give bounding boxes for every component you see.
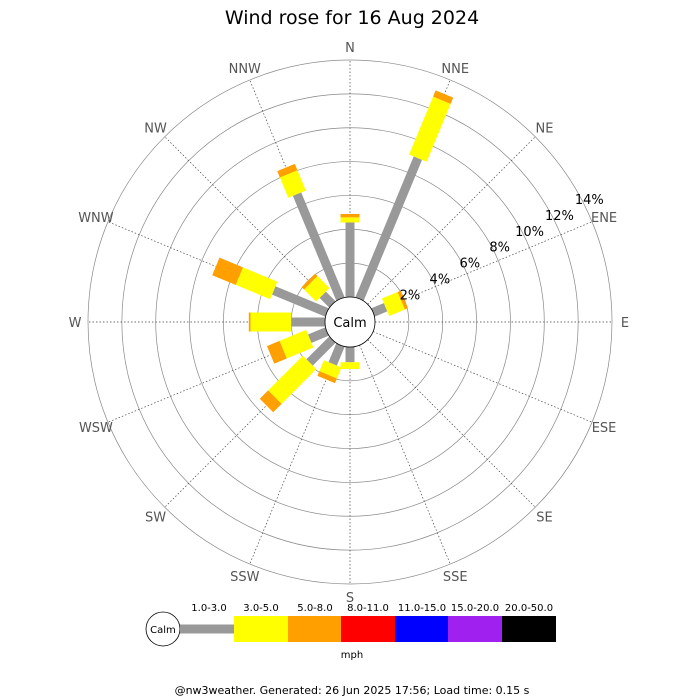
direction-se: SE	[536, 510, 552, 525]
bar-nne-3.0-5.0	[409, 96, 451, 162]
direction-nne: NNE	[441, 62, 469, 77]
wind-bars	[212, 90, 454, 413]
direction-wsw: WSW	[79, 421, 113, 436]
calm-circle: Calm	[324, 296, 376, 348]
direction-n: N	[345, 41, 355, 56]
bar-wsw-5.0-8.0	[266, 340, 287, 364]
grid-circle-8	[189, 161, 511, 483]
direction-ssw: SSW	[230, 570, 260, 585]
bar-sw-1.0-3.0	[306, 336, 336, 366]
legend-swatch-11.0-15.0	[395, 616, 449, 642]
radial-tick-4: 4%	[430, 272, 451, 287]
spoke-se	[367, 339, 536, 508]
bar-wnw-5.0-8.0	[212, 257, 243, 285]
direction-e: E	[621, 316, 629, 331]
legend-label-11.0-15.0: 11.0-15.0	[398, 603, 446, 614]
bar-ssw-1.0-3.0	[328, 343, 345, 366]
radial-tick-12: 12%	[545, 209, 574, 224]
speed-legend: Calm 1.0-3.0 3.0-5.0 5.0-8.0 8.0-11.0 11.0-15…	[145, 603, 556, 661]
spoke-nw	[164, 136, 333, 305]
chart-title: Wind rose for 16 Aug 2024	[225, 7, 479, 29]
direction-nw: NW	[144, 122, 167, 137]
spoke-sse	[359, 344, 451, 565]
calm-label: Calm	[333, 316, 366, 331]
direction-ne: NE	[535, 122, 553, 137]
bar-sw-3.0-5.0	[268, 355, 317, 404]
direction-labels: N NNE NE ENE E ESE SE SSE S SSW SW WSW W WNW NW NNW	[69, 41, 630, 606]
bar-wnw-1.0-3.0	[272, 286, 329, 317]
legend-calm-label: Calm	[150, 625, 176, 636]
legend-label-8.0-11.0: 8.0-11.0	[347, 603, 389, 614]
bar-wsw-3.0-5.0	[279, 329, 314, 359]
legend-swatch-20.0-50.0	[502, 616, 556, 642]
legend-swatch-8.0-11.0	[341, 616, 395, 642]
bar-ssw-3.0-5.0	[319, 360, 342, 379]
bar-wsw-1.0-3.0	[307, 327, 329, 343]
legend-label-15.0-20.0: 15.0-20.0	[451, 603, 499, 614]
legend-label-1.0-3.0: 1.0-3.0	[191, 603, 226, 614]
bar-nw-5.0-8.0	[301, 273, 318, 290]
bar-nnw-3.0-5.0	[279, 170, 306, 198]
bar-ene-3.0-5.0	[381, 291, 405, 317]
radial-tick-10: 10%	[515, 225, 544, 240]
spoke-ne	[367, 136, 536, 305]
bar-nnw-1.0-3.0	[292, 192, 345, 301]
bar-nnw-5.0-8.0	[277, 163, 298, 178]
legend-swatch-5.0-8.0	[288, 616, 342, 642]
direction-nnw: NNW	[229, 62, 261, 77]
spoke-ene	[372, 221, 593, 313]
direction-wnw: WNW	[78, 211, 114, 226]
bar-sw-5.0-8.0	[259, 390, 282, 413]
bar-ssw-5.0-8.0	[317, 371, 337, 384]
bar-nw-3.0-5.0	[304, 276, 330, 302]
legend-label-5.0-8.0: 5.0-8.0	[297, 603, 332, 614]
radial-tick-8: 8%	[489, 241, 510, 256]
spoke-ese	[372, 331, 593, 423]
bar-nw-1.0-3.0	[319, 291, 336, 308]
bar-nne-5.0-8.0	[433, 90, 454, 104]
spoke-ssw	[249, 344, 341, 565]
legend-label-20.0-50.0: 20.0-50.0	[505, 603, 553, 614]
radial-tick-6: 6%	[459, 257, 480, 272]
radial-tick-2: 2%	[400, 288, 421, 303]
direction-w: W	[69, 316, 82, 331]
footer-text: @nw3weather. Generated: 26 Jun 2025 17:5…	[175, 684, 530, 697]
legend-label-3.0-5.0: 3.0-5.0	[243, 603, 278, 614]
direction-ese: ESE	[592, 421, 617, 436]
bar-nne-1.0-3.0	[355, 156, 423, 301]
grid-circle-14	[87, 59, 613, 585]
bar-ene-1.0-3.0	[371, 303, 388, 317]
radial-tick-14: 14%	[575, 193, 604, 208]
calm-circle-shape	[324, 296, 376, 348]
legend-swatch-3.0-5.0	[234, 616, 288, 642]
direction-sw: SW	[145, 510, 166, 525]
bar-wnw-3.0-5.0	[235, 267, 278, 300]
radial-tick-labels: 2% 4% 6% 8% 10%12%14%	[400, 193, 604, 303]
legend-unit: mph	[341, 650, 363, 661]
direction-sse: SSE	[443, 570, 468, 585]
direction-ene: ENE	[591, 211, 617, 226]
legend-swatch-1.0-3.0	[180, 624, 234, 634]
direction-s: S	[346, 591, 354, 606]
legend-swatch-15.0-20.0	[448, 616, 502, 642]
bar-ene-5.0-8.0	[397, 290, 409, 310]
